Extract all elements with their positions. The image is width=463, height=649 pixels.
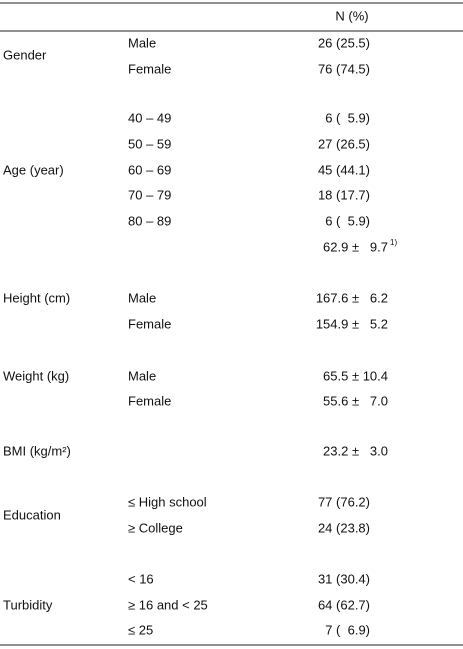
cell-value: 62.9 ± 9.7 [323,239,388,254]
cell-value: 27 (26.5) [318,136,370,151]
sub-label: < 16 [128,571,154,586]
cell-value: 154.9 ± 5.2 [316,316,388,331]
sub-label: Male [128,35,156,50]
sub-label: Male [128,368,156,383]
sub-label: Female [128,393,171,408]
sub-label: ≥ College [128,520,183,535]
row-label: Turbidity [3,597,53,612]
row-label: Weight (kg) [3,368,69,383]
cell-value: 45 (44.1) [318,162,370,177]
cell-value: 31 (30.4) [318,571,370,586]
cell-value: 76 (74.5) [318,61,370,76]
header: N (%) [335,8,368,23]
cell-value: 55.6 ± 7.0 [323,393,388,408]
sub-label: ≤ 25 [128,622,153,637]
cell-value: 167.6 ± 6.2 [316,290,388,305]
row-label: Education [3,507,61,522]
row-label: Height (cm) [3,290,70,305]
cell-value: 23.2 ± 3.0 [323,443,388,458]
sub-label: Female [128,316,171,331]
sub-label: 60 – 69 [128,162,171,177]
cell-value: 7 ( 6.9) [325,622,370,637]
row-label: Age (year) [3,162,64,177]
cell-value: 65.5 ± 10.4 [323,368,388,383]
cell-value: 6 ( 5.9) [325,213,370,228]
cell-value: 26 (25.5) [318,35,370,50]
sub-label: 50 – 59 [128,136,171,151]
cell-value: 18 (17.7) [318,187,370,202]
sub-label: 40 – 49 [128,110,171,125]
sub-label: 80 – 89 [128,213,171,228]
sub-label: ≥ 16 and < 25 [128,597,208,612]
sub-label: 70 – 79 [128,187,171,202]
cell-value: 77 (76.2) [318,494,370,509]
footnote-mark: 1) [390,238,397,247]
cell-value: 24 (23.8) [318,520,370,535]
sub-label: Male [128,290,156,305]
cell-value: 64 (62.7) [318,597,370,612]
row-label: Gender [3,47,47,62]
sub-label: ≤ High school [128,494,207,509]
row-label: BMI (kg/m²) [3,443,71,458]
sub-label: Female [128,61,171,76]
cell-value: 6 ( 5.9) [325,110,370,125]
